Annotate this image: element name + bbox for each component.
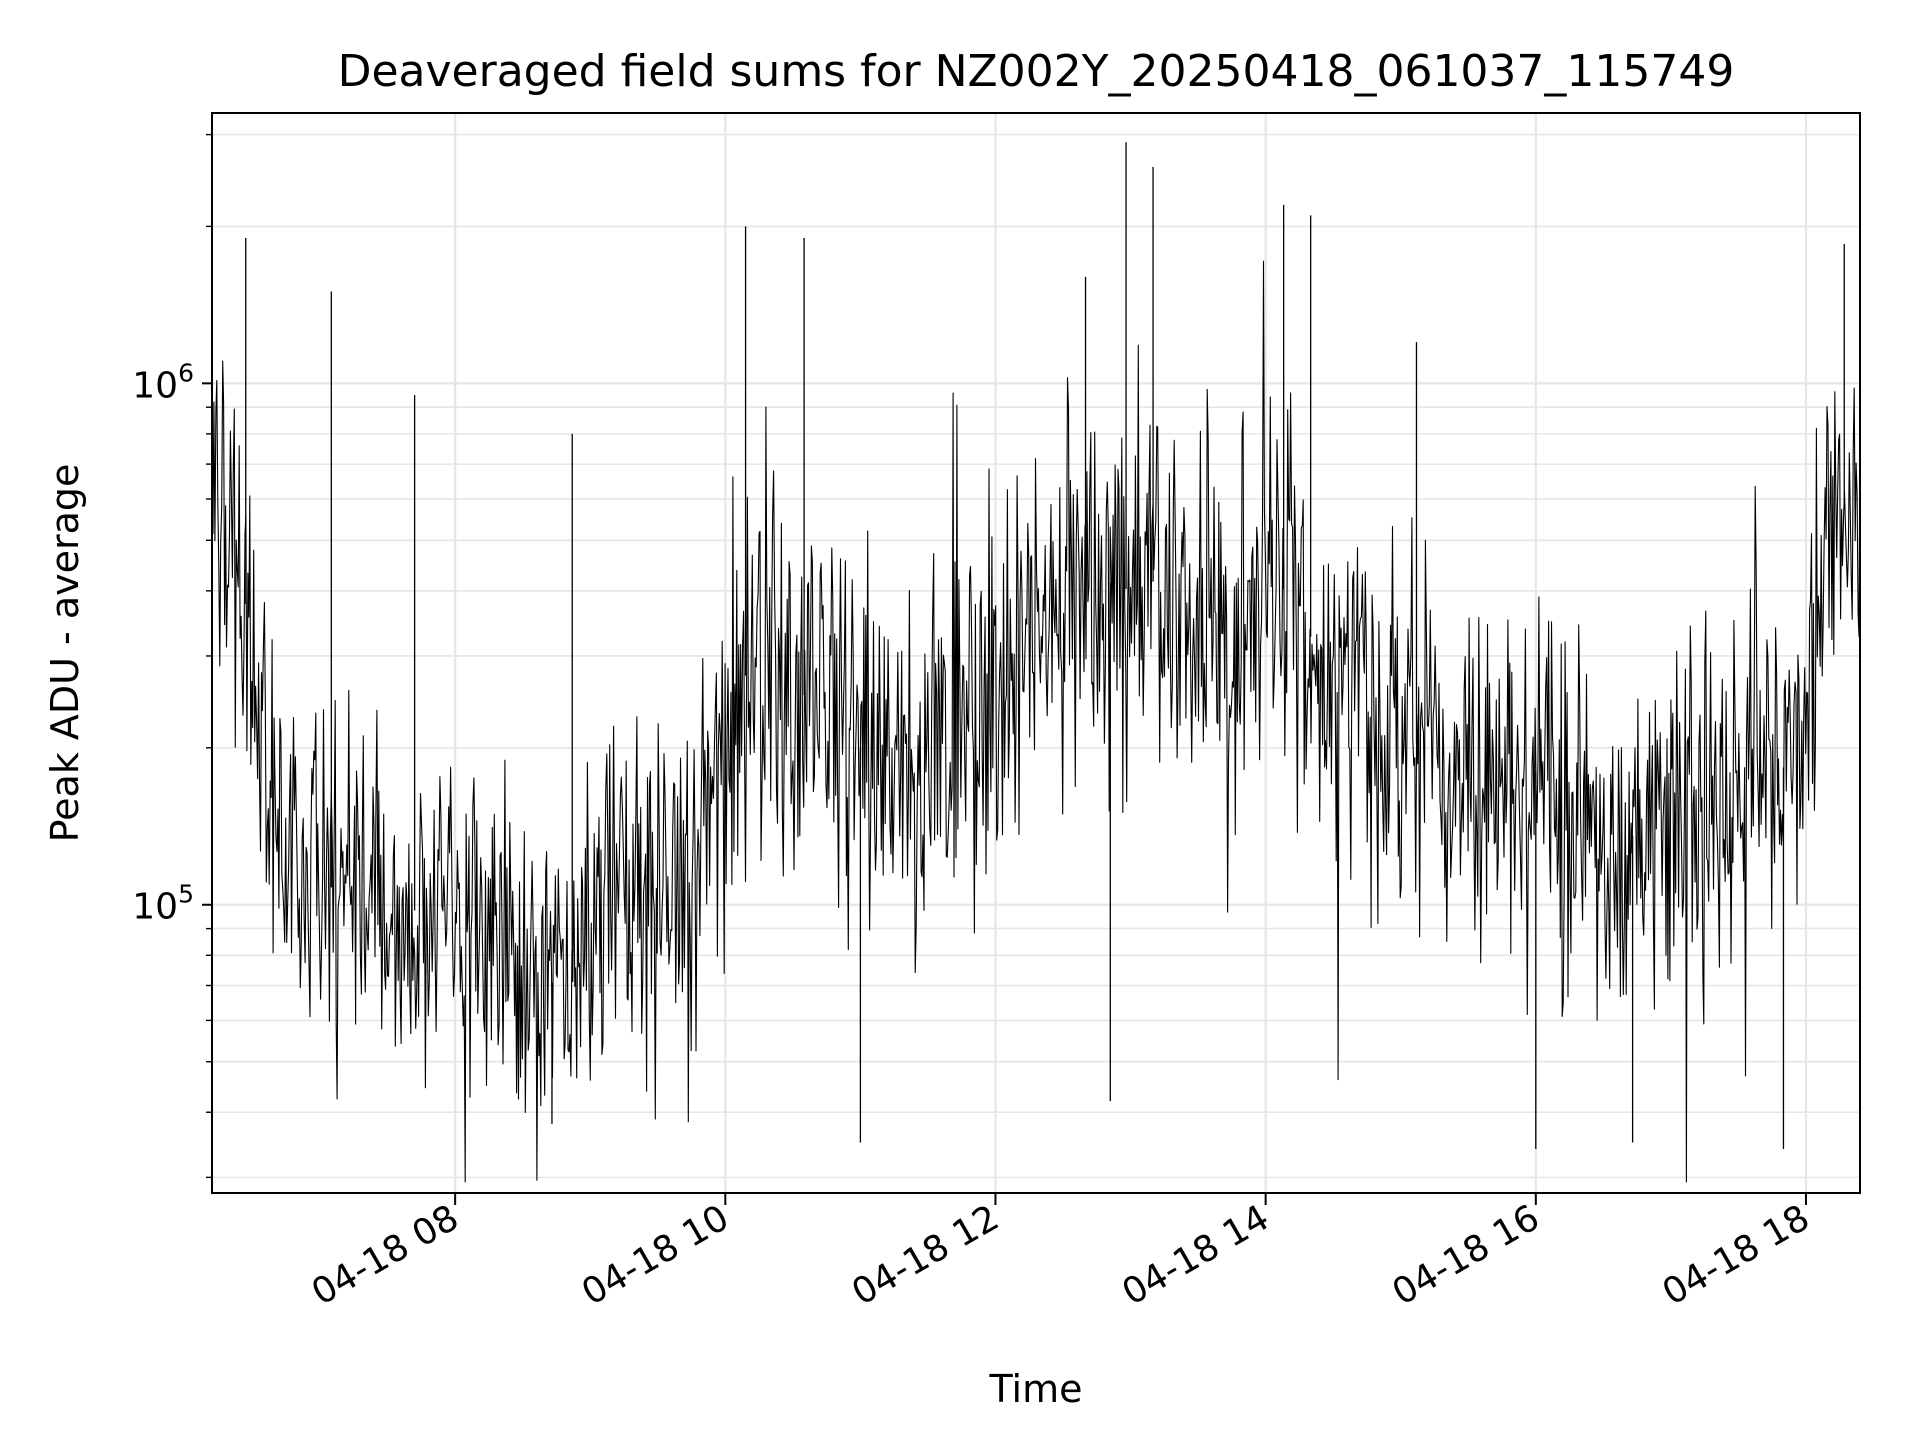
series bbox=[211, 142, 1861, 1183]
series-line bbox=[211, 260, 1861, 1183]
x-axis-label: Time bbox=[989, 1367, 1083, 1411]
y-tick-label: 106 bbox=[132, 358, 194, 406]
y-axis-label: Peak ADU - average bbox=[43, 464, 87, 843]
chart-title: Deaveraged field sums for NZ002Y_2025041… bbox=[338, 46, 1735, 97]
plot-frame bbox=[211, 112, 1861, 1194]
y-tick-label: 105 bbox=[132, 880, 194, 928]
